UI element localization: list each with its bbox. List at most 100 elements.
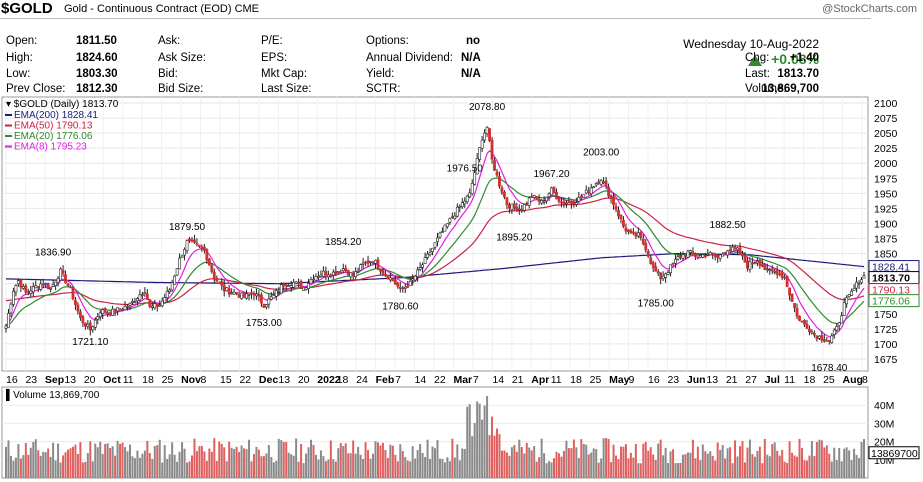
candle-body xyxy=(331,271,335,276)
candle-body xyxy=(741,253,744,257)
yield-label: Yield: xyxy=(366,68,395,80)
candle-body xyxy=(388,277,392,281)
volume-bar xyxy=(166,458,169,478)
candle-body xyxy=(850,290,854,296)
volume-bar xyxy=(49,456,52,478)
volume-bar xyxy=(686,452,689,478)
volume-bar xyxy=(322,456,325,478)
price-annotation: 1879.50 xyxy=(169,222,206,233)
volume-bar xyxy=(198,446,201,478)
prev-close-value: 1812.30 xyxy=(76,83,118,95)
volume-bar xyxy=(208,448,211,478)
candle-body xyxy=(436,237,439,242)
volume-bar xyxy=(262,456,265,478)
volume-bar xyxy=(240,445,243,478)
volume-bar xyxy=(257,449,260,478)
volume-bar xyxy=(243,448,246,478)
candle-body xyxy=(795,308,799,317)
volume-bar xyxy=(791,452,794,478)
volume-bar xyxy=(297,461,300,478)
symbol: $GOLD xyxy=(1,0,53,17)
volume-bar xyxy=(329,440,332,478)
candle-body xyxy=(324,270,328,276)
candle-body xyxy=(232,291,236,295)
candle-body xyxy=(193,239,196,243)
candle-body xyxy=(31,286,35,293)
candle-body xyxy=(108,312,112,316)
volume-bar xyxy=(89,441,92,478)
candle-body xyxy=(155,303,159,307)
volume-bar xyxy=(411,446,414,478)
candle-body xyxy=(168,289,172,292)
low-value: 1803.30 xyxy=(76,68,118,80)
volume-bar xyxy=(138,457,141,478)
volume-bar xyxy=(473,422,476,478)
candle-body xyxy=(431,247,434,253)
candle-body xyxy=(160,300,164,307)
candle-body xyxy=(565,202,568,205)
volume-bar xyxy=(158,439,161,478)
volume-bar xyxy=(808,455,811,478)
candle-body xyxy=(860,279,863,283)
volume-bar xyxy=(739,446,742,478)
volume-bar xyxy=(476,401,479,478)
candle-body xyxy=(36,286,40,289)
volume-bar xyxy=(488,435,491,478)
quote-panel: Open: 1811.50 High: 1824.60 Low: 1803.30… xyxy=(0,18,871,97)
volume-bar xyxy=(788,441,791,478)
high-label: High: xyxy=(6,52,33,64)
volume-bar xyxy=(528,447,531,478)
volume-bar xyxy=(575,447,578,478)
volume-bar xyxy=(272,462,275,478)
volume-bar xyxy=(99,441,102,478)
volume-bar xyxy=(721,445,724,478)
volume-bar xyxy=(310,439,313,478)
volume-bar xyxy=(220,443,223,478)
options-value: no xyxy=(466,35,481,47)
volume-bar xyxy=(252,454,255,478)
volume-bar xyxy=(716,442,719,478)
volume-bar xyxy=(292,455,295,478)
candle-body xyxy=(322,270,325,277)
candle-body xyxy=(753,262,757,264)
last-size-label: Last Size: xyxy=(261,83,312,95)
pe-label: P/E: xyxy=(261,35,283,47)
volume-bar xyxy=(426,439,429,478)
volume-bar xyxy=(622,446,625,478)
volume-bar xyxy=(69,448,72,478)
candle-body xyxy=(736,247,739,251)
volume-bar xyxy=(277,438,280,478)
candle-body xyxy=(88,322,92,331)
volume-bar xyxy=(585,444,588,478)
volume-bar xyxy=(550,462,553,478)
volume-bar xyxy=(156,445,159,478)
volume-bar xyxy=(101,453,104,478)
up-arrow-icon xyxy=(748,55,762,66)
volume-bar xyxy=(766,454,769,478)
volume-bar xyxy=(545,463,548,478)
candle-body xyxy=(277,291,281,293)
volume-bar xyxy=(615,455,618,478)
candle-body xyxy=(175,268,179,276)
volume-bar xyxy=(334,461,337,478)
candle-body xyxy=(555,191,558,200)
volume-bar xyxy=(121,442,124,478)
candle-body xyxy=(71,287,75,300)
candle-body xyxy=(780,271,784,279)
candle-body xyxy=(230,292,234,295)
candle-body xyxy=(41,283,45,286)
volume-bar xyxy=(302,463,305,478)
volume-bar xyxy=(681,454,684,478)
candle-body xyxy=(212,271,216,280)
candle-body xyxy=(808,328,811,333)
volume-bar xyxy=(448,461,451,478)
volume-bar xyxy=(14,457,17,478)
volume-bar xyxy=(729,447,732,478)
volume-bar xyxy=(771,444,774,478)
volume-bar xyxy=(337,448,340,478)
volume-bar xyxy=(406,460,409,478)
x-tick-label: 25 xyxy=(590,374,602,386)
open-value: 1811.50 xyxy=(76,35,117,47)
volume-bar xyxy=(610,462,613,478)
